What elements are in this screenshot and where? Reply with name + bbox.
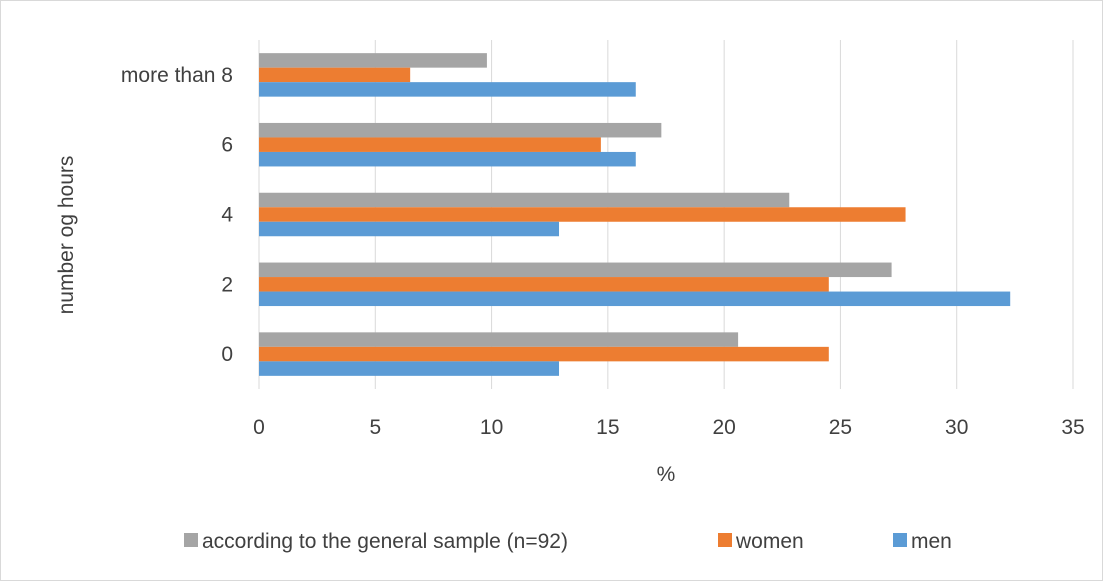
bars	[259, 53, 1011, 376]
x-tick-label: 20	[712, 416, 735, 439]
x-tick-labels: 0 5 10 15 20 25 30 35	[253, 416, 1085, 439]
bar-according-to-the-general-sample-n-92-	[259, 332, 739, 347]
bar-according-to-the-general-sample-n-92-	[259, 192, 790, 208]
bar-women	[259, 346, 829, 362]
legend-swatch	[893, 533, 907, 547]
bar-women	[259, 207, 906, 222]
legend-swatch	[718, 533, 732, 547]
x-tick-label: 35	[1061, 416, 1084, 439]
bar-men	[259, 291, 1011, 307]
y-tick-label: 6	[221, 134, 233, 157]
legend-label: according to the general sample (n=92)	[202, 530, 568, 553]
x-tick-label: 25	[829, 416, 852, 439]
x-axis-title: %	[657, 463, 676, 486]
y-tick-label: more than 8	[121, 64, 233, 87]
y-tick-label: 4	[221, 204, 233, 227]
legend: according to the general sample (n=92) wo…	[184, 530, 952, 553]
y-tick-label: 0	[221, 343, 233, 366]
x-tick-label: 15	[596, 416, 619, 439]
y-tick-label: 2	[221, 273, 233, 296]
x-tick-label: 0	[253, 416, 265, 439]
bar-according-to-the-general-sample-n-92-	[259, 122, 662, 138]
x-tick-label: 10	[480, 416, 503, 439]
bar-men	[259, 221, 560, 237]
legend-label: men	[911, 530, 952, 553]
bar-men	[259, 151, 636, 167]
bar-women	[259, 137, 601, 152]
bar-men	[259, 361, 560, 376]
bar-according-to-the-general-sample-n-92-	[259, 262, 892, 278]
bar-women	[259, 67, 411, 83]
y-tick-labels: 0 2 4 6 more than 8	[121, 64, 233, 366]
legend-label: women	[735, 530, 804, 553]
bar-according-to-the-general-sample-n-92-	[259, 53, 487, 68]
bar-men	[259, 82, 636, 97]
legend-swatch	[184, 533, 198, 547]
bar-women	[259, 277, 829, 292]
y-axis-title: number og hours	[55, 156, 78, 315]
x-tick-label: 5	[369, 416, 381, 439]
x-tick-label: 30	[945, 416, 968, 439]
